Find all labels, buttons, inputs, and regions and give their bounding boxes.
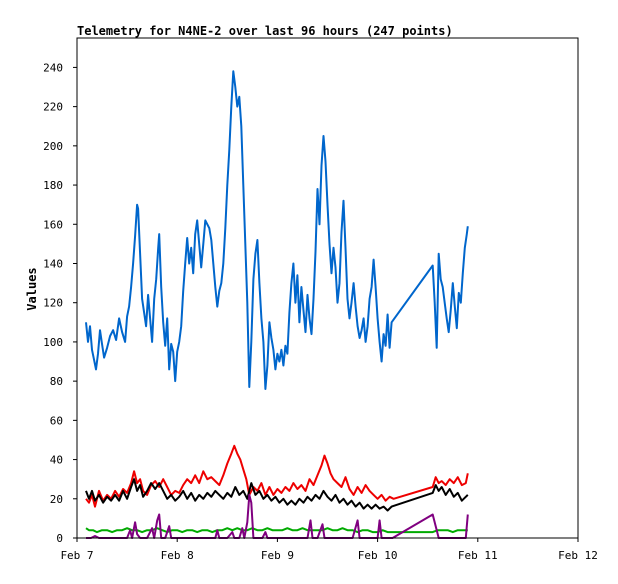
y-tick-label: 160 [43,218,63,231]
y-tick-label: 140 [43,257,63,270]
x-tick-label: Feb 9 [261,549,294,562]
y-tick-label: 120 [43,297,63,310]
series-line-3 [85,478,469,512]
series-line-1 [85,70,469,390]
series-layer [85,70,469,539]
y-tick-label: 80 [50,375,63,388]
series-line-4 [85,527,468,534]
chart-title: Telemetry for N4NE-2 over last 96 hours … [77,24,453,38]
y-tick-label: 20 [50,493,63,506]
x-tick-label: Feb 7 [60,549,93,562]
ticks-layer: 0 20 40 60 80 100 120 140 160 180 200 220 240 Feb 7 Fe… [43,61,598,562]
y-tick-label: 100 [43,336,63,349]
x-tick-label: Feb 10 [358,549,398,562]
y-tick-label: 0 [56,532,63,545]
series-line-2 [85,444,469,508]
y-tick-label: 240 [43,61,63,74]
x-tick-label: Feb 11 [458,549,498,562]
y-axis-label: Values [25,267,39,310]
y-tick-label: 180 [43,179,63,192]
y-tick-label: 220 [43,101,63,114]
x-tick-label: Feb 8 [161,549,194,562]
x-tick-label: Feb 12 [558,549,598,562]
y-tick-label: 200 [43,140,63,153]
y-tick-label: 40 [50,454,63,467]
y-tick-label: 60 [50,414,63,427]
plot-frame [76,37,579,539]
